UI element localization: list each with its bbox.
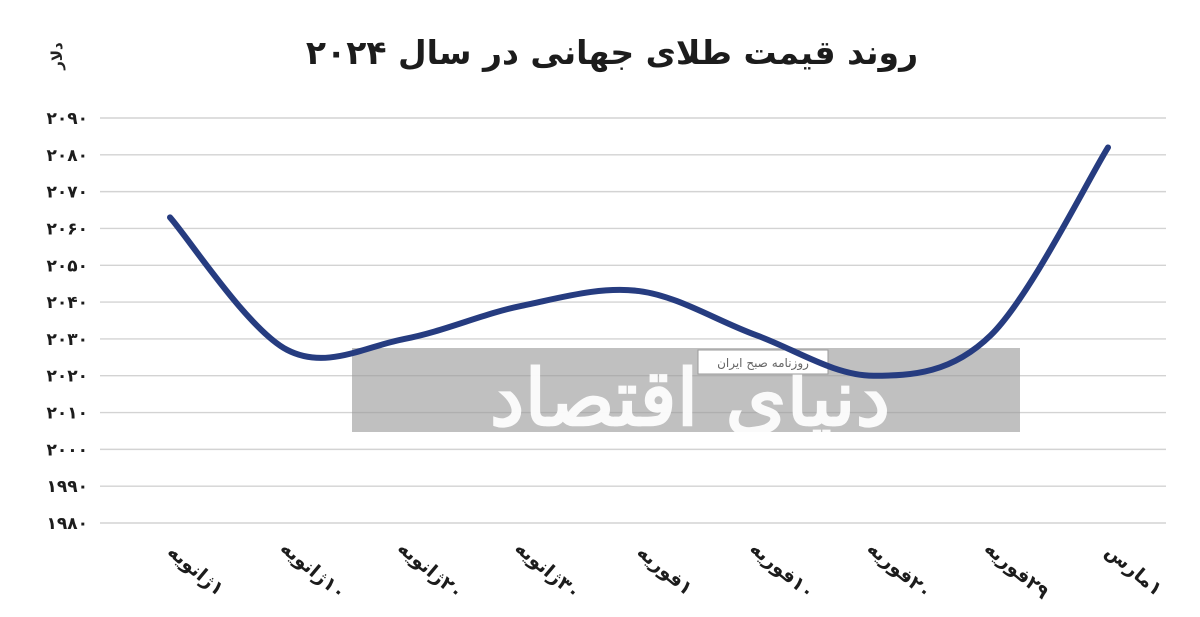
y-tick-label: ۲۰۳۰ bbox=[46, 330, 88, 350]
x-tick-label: ۱مارس bbox=[1101, 540, 1167, 600]
y-tick-label: ۱۹۸۰ bbox=[46, 514, 88, 534]
y-tick-label: ۲۰۱۰ bbox=[46, 404, 88, 424]
x-tick-label: ۲۰فوریه bbox=[863, 537, 936, 603]
y-tick-label: ۲۰۸۰ bbox=[46, 146, 88, 166]
watermark: دنیای اقتصاد روزنامه صبح ایران bbox=[352, 348, 1020, 444]
x-tick-label: ۱فوریه bbox=[633, 541, 697, 600]
y-tick-label: ۲۰۹۰ bbox=[46, 109, 88, 129]
x-tick-label: ۳۰ژانویه bbox=[511, 537, 585, 604]
watermark-subtitle: روزنامه صبح ایران bbox=[717, 356, 809, 371]
series-line bbox=[167, 144, 1111, 379]
x-tick-label: ۱۰فوریه bbox=[745, 537, 818, 603]
watermark-band bbox=[352, 348, 1020, 432]
y-tick-label: ۲۰۰۰ bbox=[46, 440, 88, 460]
chart-title: روند قیمت طلای جهانی در سال ۲۰۲۴ bbox=[306, 33, 918, 73]
y-axis-ticks: ۲۰۹۰ ۲۰۸۰ ۲۰۷۰ ۲۰۶۰ ۲۰۵۰ ۲۰۴۰ ۲۰۳۰ ۲۰۲۰ ۲۰۱۰ ۲۰۰۰… bbox=[46, 109, 88, 534]
y-tick-label: ۲۰۴۰ bbox=[46, 293, 88, 313]
x-tick-label: ۱۰ژانویه bbox=[276, 537, 350, 604]
y-tick-label: ۲۰۷۰ bbox=[46, 183, 88, 203]
x-axis-ticks: ۱ژانویه ۱۰ژانویه ۲۰ژانویه ۳۰ژانویه ۱فوریه ۱۰ف… bbox=[163, 537, 1167, 604]
y-axis-unit-label: دلار bbox=[48, 42, 66, 71]
x-tick-label: ۱ژانویه bbox=[163, 541, 228, 601]
series-layer bbox=[167, 144, 1111, 379]
x-tick-label: ۲۰ژانویه bbox=[393, 537, 467, 604]
y-tick-label: ۲۰۶۰ bbox=[46, 219, 88, 239]
y-tick-label: ۲۰۲۰ bbox=[46, 367, 88, 387]
x-tick-label: ۲۹فوریه bbox=[980, 537, 1054, 604]
y-tick-label: ۱۹۹۰ bbox=[46, 477, 88, 497]
y-tick-label: ۲۰۵۰ bbox=[46, 256, 88, 276]
